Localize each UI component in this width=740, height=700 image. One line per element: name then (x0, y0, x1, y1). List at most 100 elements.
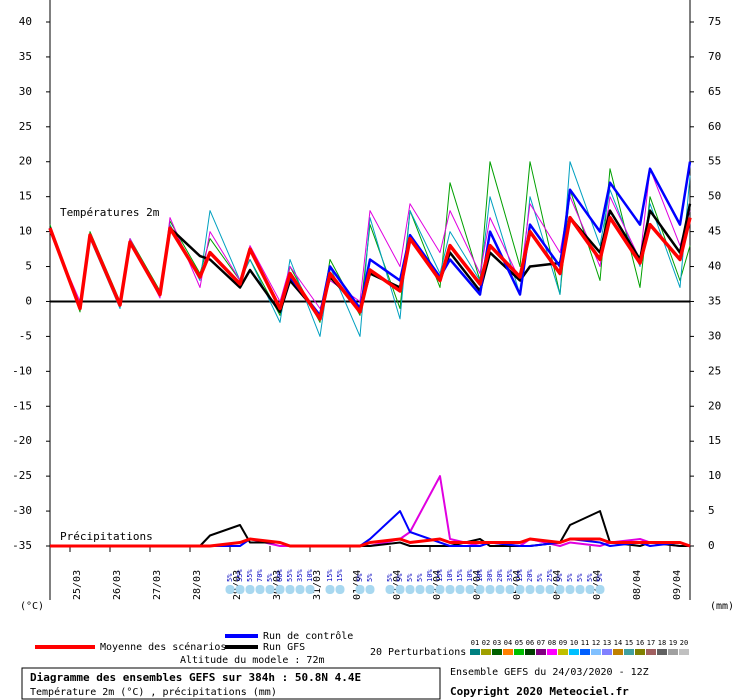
snow-label: 5% (596, 573, 604, 582)
perturbation-swatch (613, 649, 623, 655)
x-tick-label: 02/04 (392, 570, 403, 600)
snow-flake (595, 585, 605, 594)
snow-flake (255, 585, 265, 594)
perturbation-label: 06 (526, 639, 534, 647)
snow-label: 15% (456, 569, 464, 582)
snow-flake (235, 585, 245, 594)
x-tick-label: 26/03 (112, 570, 123, 600)
snow-flake (505, 585, 515, 594)
snow-label: 5% (566, 573, 574, 582)
x-tick-label: 04/04 (472, 570, 483, 600)
perturbation-swatch (514, 649, 524, 655)
y-tick-label: -10 (12, 364, 32, 377)
snow-label: 5% (226, 573, 234, 582)
snow-label: 5% (576, 573, 584, 582)
snow-flake (455, 585, 465, 594)
perturbation-label: 16 (636, 639, 644, 647)
perturbation-label: 20 (680, 639, 688, 647)
snow-label: 5% (386, 573, 394, 582)
perturbation-label: 05 (515, 639, 523, 647)
y-tick-label: -30 (12, 504, 32, 517)
snow-flake (305, 585, 315, 594)
y-tick-label: 10 (19, 225, 32, 238)
subtitle: Température 2m (°C) , précipitations (mm… (30, 686, 277, 698)
perturbation-swatch (536, 649, 546, 655)
x-tick-label: 31/03 (312, 570, 323, 600)
y-tick-label: 40 (19, 15, 32, 28)
x-tick-label: 03/04 (432, 570, 443, 600)
y2-tick-label: 25 (708, 364, 721, 377)
perturbation-label: 03 (493, 639, 501, 647)
snow-flake (485, 585, 495, 594)
snow-label: 30% (486, 569, 494, 582)
snow-flake (435, 585, 445, 594)
snow-flake (425, 585, 435, 594)
annotation: Températures 2m (60, 206, 160, 219)
y2-unit: (mm) (710, 601, 734, 612)
snow-label: 20% (526, 569, 534, 582)
snow-label: 10% (426, 569, 434, 582)
snow-label: 55% (246, 569, 254, 582)
copyright: Copyright 2020 Meteociel.fr (450, 685, 629, 698)
perturbation-label: 01 (471, 639, 479, 647)
y2-tick-label: 70 (708, 50, 721, 63)
perturbation-swatch (591, 649, 601, 655)
perturbation-title: 20 Perturbations (370, 647, 466, 658)
perturbation-label: 14 (614, 639, 622, 647)
snow-flake (585, 585, 595, 594)
perturbation-swatch (635, 649, 645, 655)
snow-flake (275, 585, 285, 594)
snow-flake (525, 585, 535, 594)
snow-flake (575, 585, 585, 594)
snow-label: 15% (336, 569, 344, 582)
perturbation-label: 12 (592, 639, 600, 647)
snow-flake (285, 585, 295, 594)
altitude: Altitude du modele : 72m (180, 655, 325, 666)
title-box (21, 667, 441, 700)
perturbation-swatch (668, 649, 678, 655)
annotation: Précipitations (60, 530, 153, 543)
y-tick-label: 15 (19, 190, 32, 203)
snow-label: 15% (326, 569, 334, 582)
snow-label: 5% (366, 573, 374, 582)
snow-label: 70% (256, 569, 264, 582)
snow-label: 60% (276, 569, 284, 582)
snow-label: 5% (416, 573, 424, 582)
perturbation-swatch (525, 649, 535, 655)
perturbation-swatch (679, 649, 689, 655)
perturbation-label: 18 (658, 639, 666, 647)
snow-flake (385, 585, 395, 594)
y2-tick-label: 65 (708, 85, 721, 98)
temp-line (48, 161, 692, 317)
legend-label: Run de contrôle (263, 630, 353, 642)
perturbation-swatch (547, 649, 557, 655)
y2-tick-label: 55 (708, 155, 721, 168)
snow-label: 5% (556, 573, 564, 582)
y-tick-label: 30 (19, 85, 32, 98)
y2-tick-label: 35 (708, 294, 721, 307)
temp-line (49, 168, 691, 309)
snow-flake (565, 585, 575, 594)
perturbation-label: 08 (548, 639, 556, 647)
temp-line (48, 215, 692, 321)
snow-flake (555, 585, 565, 594)
perturbation-swatch (558, 649, 568, 655)
x-tick-label: 28/03 (192, 570, 203, 600)
snow-flake (535, 585, 545, 594)
perturbation-label: 15 (625, 639, 633, 647)
y-tick-label: 5 (25, 260, 32, 273)
snow-flake (405, 585, 415, 594)
perturbation-label: 04 (504, 639, 512, 647)
perturbation-label: 11 (581, 639, 589, 647)
y2-tick-label: 10 (708, 469, 721, 482)
y2-tick-label: 0 (708, 539, 715, 552)
y2-tick-label: 60 (708, 120, 721, 133)
y-tick-label: 35 (19, 50, 32, 63)
x-tick-label: 30/03 (272, 570, 283, 600)
run-info: Ensemble GEFS du 24/03/2020 - 12Z (450, 667, 649, 678)
snow-flake (545, 585, 555, 594)
snow-flake (295, 585, 305, 594)
perturbation-label: 19 (669, 639, 677, 647)
snow-label: 35% (506, 569, 514, 582)
